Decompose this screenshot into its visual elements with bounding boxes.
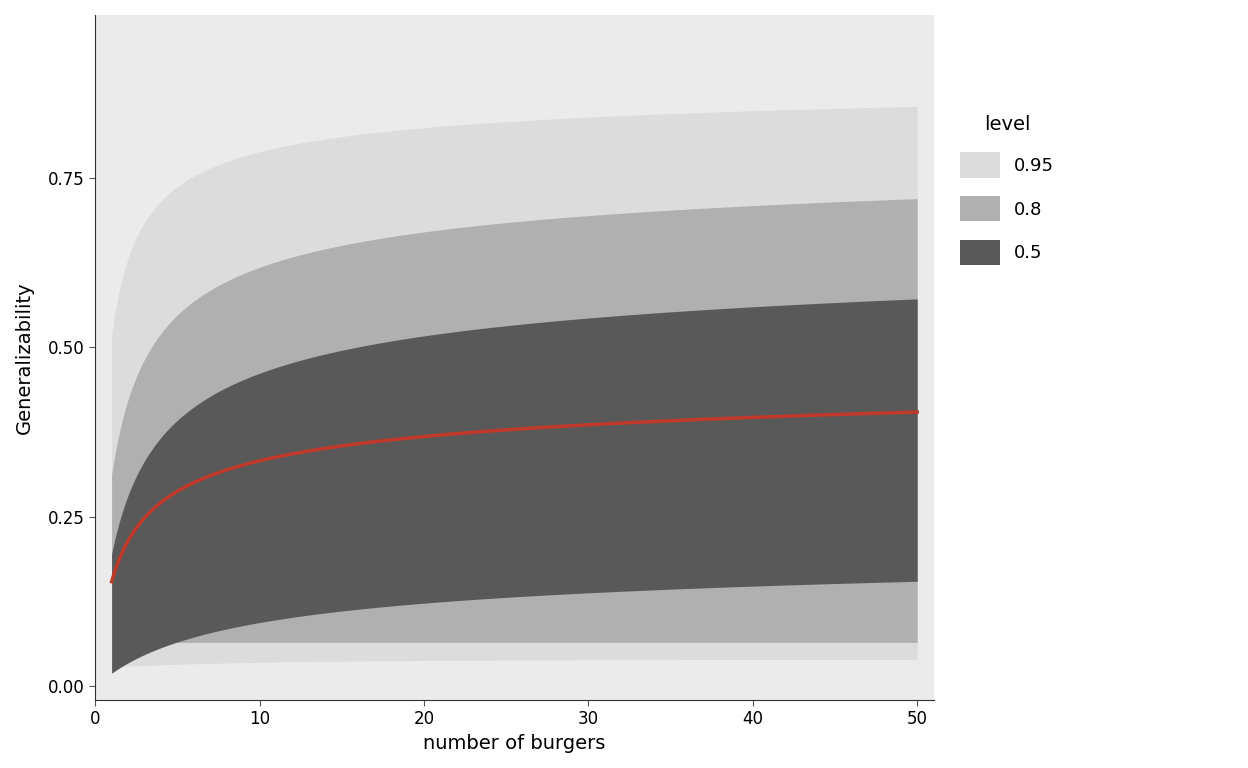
Y-axis label: Generalizability: Generalizability [15, 281, 34, 434]
X-axis label: number of burgers: number of burgers [423, 734, 605, 753]
Legend: 0.95, 0.8, 0.5: 0.95, 0.8, 0.5 [951, 106, 1063, 274]
